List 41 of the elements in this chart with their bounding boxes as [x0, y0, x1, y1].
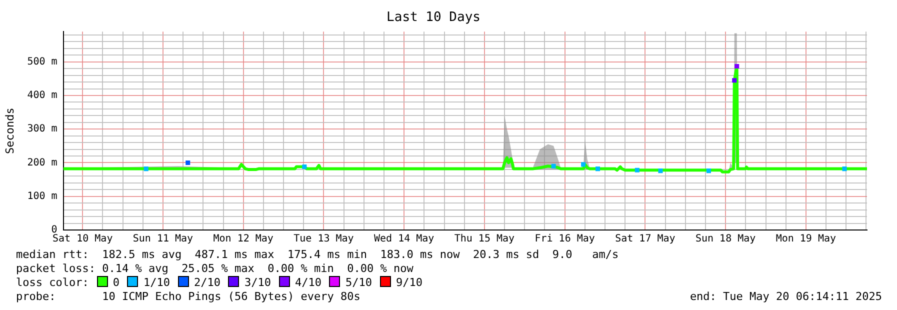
x-tick-label: Wed 14 May — [374, 234, 434, 245]
point — [634, 168, 640, 172]
text: median rtt: 182.5 ms avg 487.1 ms max 175.4 ms min 183.0 ms now 20.3 ms sd 9.0 am/s — [16, 248, 620, 262]
legend-label: 4/10 — [294, 276, 322, 289]
x-tick-label: Mon 12 May — [213, 234, 274, 245]
legend-label: 3/10 — [244, 276, 271, 289]
point — [302, 164, 307, 170]
legend-label: 2/10 — [194, 276, 220, 289]
text: packet loss: 0.14 % avg 25.05 % max 0.00 % min 0.00 % now — [16, 262, 414, 276]
y-tick-label: 400 m — [27, 90, 58, 102]
point — [658, 168, 663, 174]
legend-label: 5/10 — [345, 276, 372, 289]
x-tick-label: Sun 18 May — [695, 234, 756, 245]
point — [186, 160, 190, 166]
legend-label: 1/10 — [143, 276, 170, 289]
text: end: Tue May 20 06:14:11 2025 — [690, 290, 882, 304]
point — [706, 168, 711, 174]
chart-title: Last 10 Days — [386, 10, 480, 26]
x-tick-label: Thu 15 May — [454, 234, 515, 245]
y-tick-label: 300 m — [27, 124, 58, 135]
point — [842, 166, 847, 172]
x-tick-label: Sat 10 May — [52, 234, 113, 245]
y-tick-label: 100 m — [27, 190, 58, 202]
y-axis-title: Seconds — [3, 108, 16, 154]
x-tick-label: Sat 17 May — [615, 234, 676, 245]
legend-title: loss color: — [16, 276, 89, 289]
point — [581, 162, 586, 167]
point — [734, 64, 740, 69]
x-tick-label: Sun 11 May — [132, 234, 194, 245]
x-tick-label: Fri 16 May — [534, 234, 595, 245]
point — [551, 164, 556, 168]
point — [595, 166, 600, 172]
y-tick-label: 200 m — [27, 157, 58, 168]
legend-label: 9/10 — [396, 276, 422, 289]
legend-label: 0 — [112, 276, 120, 289]
point — [732, 78, 737, 83]
x-tick-label: Tue 13 May — [294, 234, 354, 245]
x-tick-label: Mon 19 May — [776, 234, 836, 245]
text: probe: 10 ICMP Echo Pings (56 Bytes) every 80s — [16, 290, 360, 304]
point — [144, 166, 148, 172]
y-tick-label: 500 m — [27, 56, 58, 68]
